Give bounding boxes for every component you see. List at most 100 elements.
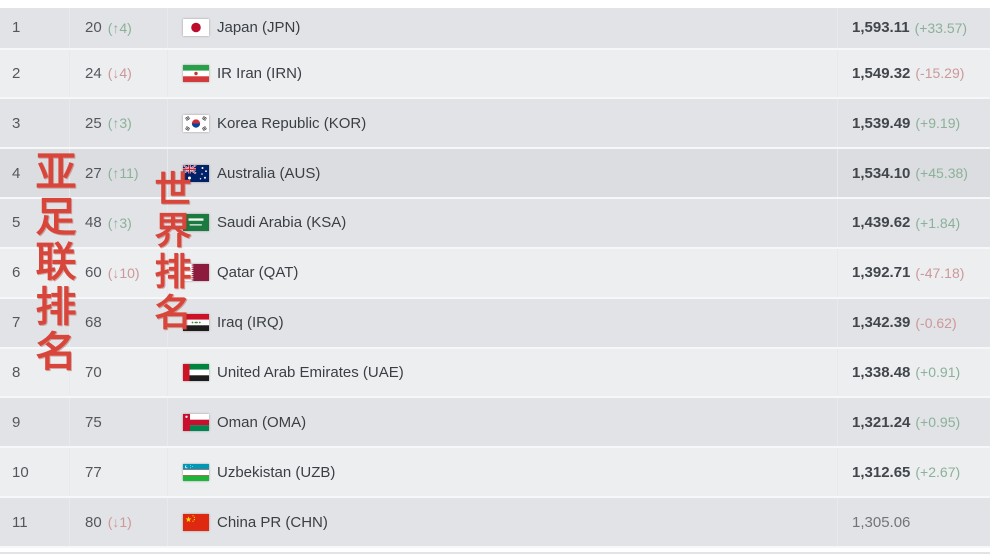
world-rank-change: (↑11) <box>107 165 139 182</box>
table-row-qat[interactable]: 6 60 (↓10) Qatar (QAT) 1,392.71 (-47.18) <box>0 248 990 299</box>
table-row-ksa[interactable]: 5 48 (↑3) Saudi Arabia (KSA) 1,439.62 (+… <box>0 199 990 249</box>
table-row-uzb[interactable]: 10 77 Uzbekistan (UZB) 1,312.65 (+2.67) <box>0 448 990 499</box>
world-rank-cell: 25 (↑3) <box>70 99 168 148</box>
flag-chn-icon <box>183 513 209 531</box>
world-rank: 24 <box>85 64 102 82</box>
points-cell: 1,321.24 (+0.95) <box>838 398 990 446</box>
team-name: Iraq (IRQ) <box>217 314 284 332</box>
table-row-chn[interactable]: 11 80 (↓1) China PR (CHN) 1,305.06 <box>0 498 990 548</box>
world-rank-cell: 20 (↑4) <box>70 8 168 48</box>
world-rank-cell: 75 <box>70 398 168 447</box>
team-cell: United Arab Emirates (UAE) <box>168 348 838 397</box>
afc-rank-cell: 3 <box>0 99 70 148</box>
points-change: (+1.84) <box>915 214 961 231</box>
world-rank: 68 <box>85 314 102 332</box>
flag-qat-icon <box>183 264 209 282</box>
points-cell: 1,305.06 <box>838 498 990 546</box>
world-rank-cell: 48 (↑3) <box>70 199 168 247</box>
afc-rank-cell: 11 <box>0 498 70 546</box>
afc-rank-cell: 5 <box>0 199 70 247</box>
afc-rank: 9 <box>12 413 21 431</box>
team-cell: Korea Republic (KOR) <box>168 99 838 148</box>
afc-rank-cell: 10 <box>0 448 70 497</box>
flag-ksa-icon <box>183 214 209 232</box>
top-page-gap <box>0 0 990 8</box>
team-name: Saudi Arabia (KSA) <box>217 214 347 232</box>
world-rank-cell: 60 (↓10) <box>70 248 168 297</box>
world-rank-cell: 27 (↑11) <box>70 149 168 198</box>
team-cell: IR Iran (IRN) <box>168 49 838 98</box>
team-cell: Japan (JPN) <box>168 8 838 48</box>
points-change: (+9.19) <box>915 115 961 132</box>
team-name: Oman (OMA) <box>217 413 307 431</box>
points-change: (+0.95) <box>915 414 961 431</box>
afc-rank: 5 <box>12 214 21 232</box>
team-name: Korea Republic (KOR) <box>217 114 367 132</box>
points-change: (+0.91) <box>915 364 961 381</box>
points-change: (-15.29) <box>915 65 965 82</box>
points-cell: 1,338.48 (+0.91) <box>838 349 990 397</box>
flag-oma-icon <box>183 413 209 431</box>
afc-rank-cell: 7 <box>0 298 70 347</box>
world-rank-cell: 68 <box>70 298 168 347</box>
world-rank-cell: 80 (↓1) <box>70 498 168 546</box>
team-name: Australia (AUS) <box>217 164 321 182</box>
table-row-aus[interactable]: 4 27 (↑11) Australia (AUS) 1,534.10 (+45… <box>0 149 990 200</box>
world-rank: 80 <box>85 513 102 531</box>
flag-irq-icon <box>183 314 209 332</box>
world-rank: 27 <box>85 164 102 182</box>
points-value: 1,321.24 <box>852 413 911 431</box>
afc-rank: 2 <box>12 64 21 82</box>
team-name: Qatar (QAT) <box>217 264 299 282</box>
world-rank-change: (↓4) <box>107 65 132 82</box>
world-rank-change: (↑4) <box>107 19 132 36</box>
world-rank-change: (↓10) <box>107 264 140 281</box>
afc-rank-cell: 6 <box>0 248 70 297</box>
world-rank-cell: 70 <box>70 348 168 397</box>
points-change: (+45.38) <box>915 165 968 182</box>
team-name: Uzbekistan (UZB) <box>217 463 336 481</box>
world-rank: 20 <box>85 19 102 37</box>
table-row-kor[interactable]: 3 25 (↑3) Korea Republic (KOR) 1,539.49 … <box>0 99 990 150</box>
ranking-rows: 1 20 (↑4) Japan (JPN) 1,593.11 (+33.57) … <box>0 8 990 548</box>
afc-rank-cell: 4 <box>0 149 70 198</box>
table-row-uae[interactable]: 8 70 United Arab Emirates (UAE) 1,338.48… <box>0 348 990 399</box>
table-row-irn[interactable]: 2 24 (↓4) IR Iran (IRN) 1,549.32 (-15.29… <box>0 49 990 100</box>
points-change: (-47.18) <box>915 264 965 281</box>
world-rank: 77 <box>85 463 102 481</box>
next-row-edge <box>0 551 990 554</box>
afc-rank: 6 <box>12 264 21 282</box>
afc-rank: 4 <box>12 164 21 182</box>
team-name: IR Iran (IRN) <box>217 64 303 82</box>
flag-aus-icon <box>183 164 209 182</box>
points-change: (+2.67) <box>915 464 961 481</box>
afc-rank-cell: 2 <box>0 49 70 98</box>
points-value: 1,593.11 <box>852 19 910 37</box>
points-value: 1,539.49 <box>852 114 911 132</box>
points-cell: 1,593.11 (+33.57) <box>838 8 990 48</box>
flag-irn-icon <box>183 64 209 82</box>
team-cell: Iraq (IRQ) <box>168 298 838 347</box>
points-cell: 1,439.62 (+1.84) <box>838 199 990 247</box>
table-row-irq[interactable]: 7 68 Iraq (IRQ) 1,342.39 (-0.62) <box>0 298 990 349</box>
points-value: 1,342.39 <box>852 314 911 332</box>
afc-rank: 3 <box>12 114 21 132</box>
world-rank-change: (↑3) <box>107 115 132 132</box>
points-change: (-0.62) <box>915 314 957 331</box>
afc-rank: 11 <box>12 513 28 531</box>
table-row-jpn[interactable]: 1 20 (↑4) Japan (JPN) 1,593.11 (+33.57) <box>0 8 990 50</box>
points-change: (+33.57) <box>914 19 968 36</box>
world-rank-change: (↑3) <box>107 214 132 231</box>
table-row-oma[interactable]: 9 75 Oman (OMA) 1,321.24 (+0.95) <box>0 398 990 449</box>
world-rank: 75 <box>85 413 102 431</box>
points-value: 1,439.62 <box>852 214 911 232</box>
afc-rank: 1 <box>12 19 21 37</box>
flag-jpn-icon <box>183 19 209 37</box>
afc-rank: 8 <box>12 363 21 381</box>
points-cell: 1,392.71 (-47.18) <box>838 249 990 297</box>
afc-rank: 10 <box>12 463 29 481</box>
team-cell: Oman (OMA) <box>168 398 838 447</box>
points-cell: 1,312.65 (+2.67) <box>838 448 990 496</box>
world-rank: 70 <box>85 363 102 381</box>
